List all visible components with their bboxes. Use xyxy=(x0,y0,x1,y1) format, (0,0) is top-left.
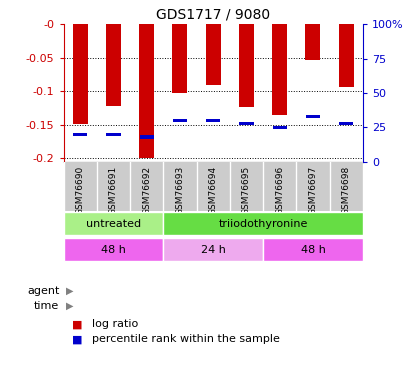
Bar xyxy=(239,122,253,125)
Text: log ratio: log ratio xyxy=(92,320,138,329)
Text: GSM76691: GSM76691 xyxy=(109,166,118,215)
Text: 48 h: 48 h xyxy=(300,244,325,255)
Text: GSM76690: GSM76690 xyxy=(76,166,85,215)
Bar xyxy=(206,119,220,122)
Text: GSM76698: GSM76698 xyxy=(341,166,350,215)
Text: agent: agent xyxy=(27,286,59,296)
Bar xyxy=(72,24,88,123)
Bar xyxy=(338,24,353,87)
Bar xyxy=(106,24,121,106)
Text: ▶: ▶ xyxy=(65,286,73,296)
Bar xyxy=(263,238,362,261)
Bar xyxy=(63,238,163,261)
Title: GDS1717 / 9080: GDS1717 / 9080 xyxy=(156,8,270,22)
Bar xyxy=(238,24,253,107)
Bar xyxy=(139,24,154,158)
Text: GSM76695: GSM76695 xyxy=(241,166,250,215)
Text: triiodothyronine: triiodothyronine xyxy=(218,219,307,229)
Text: ■: ■ xyxy=(72,334,85,344)
Text: GSM76697: GSM76697 xyxy=(308,166,317,215)
Text: GSM76696: GSM76696 xyxy=(274,166,283,215)
Bar xyxy=(205,24,220,85)
Bar xyxy=(272,24,286,115)
Bar xyxy=(139,135,153,139)
Bar xyxy=(63,212,163,235)
Text: percentile rank within the sample: percentile rank within the sample xyxy=(92,334,279,344)
Text: 24 h: 24 h xyxy=(200,244,225,255)
Text: 48 h: 48 h xyxy=(101,244,126,255)
Text: GSM76694: GSM76694 xyxy=(208,166,217,215)
Bar xyxy=(73,132,87,136)
Bar xyxy=(163,238,263,261)
Bar xyxy=(338,122,353,125)
Bar xyxy=(172,24,187,93)
Bar xyxy=(163,212,362,235)
Text: ■: ■ xyxy=(72,320,85,329)
Bar xyxy=(305,115,319,118)
Text: time: time xyxy=(34,301,59,310)
Text: GSM76693: GSM76693 xyxy=(175,166,184,215)
Text: untreated: untreated xyxy=(85,219,141,229)
Bar xyxy=(173,119,187,122)
Bar xyxy=(272,126,286,129)
Text: GSM76692: GSM76692 xyxy=(142,166,151,215)
Bar xyxy=(305,24,320,60)
Text: ▶: ▶ xyxy=(65,301,73,310)
Bar xyxy=(106,132,120,136)
